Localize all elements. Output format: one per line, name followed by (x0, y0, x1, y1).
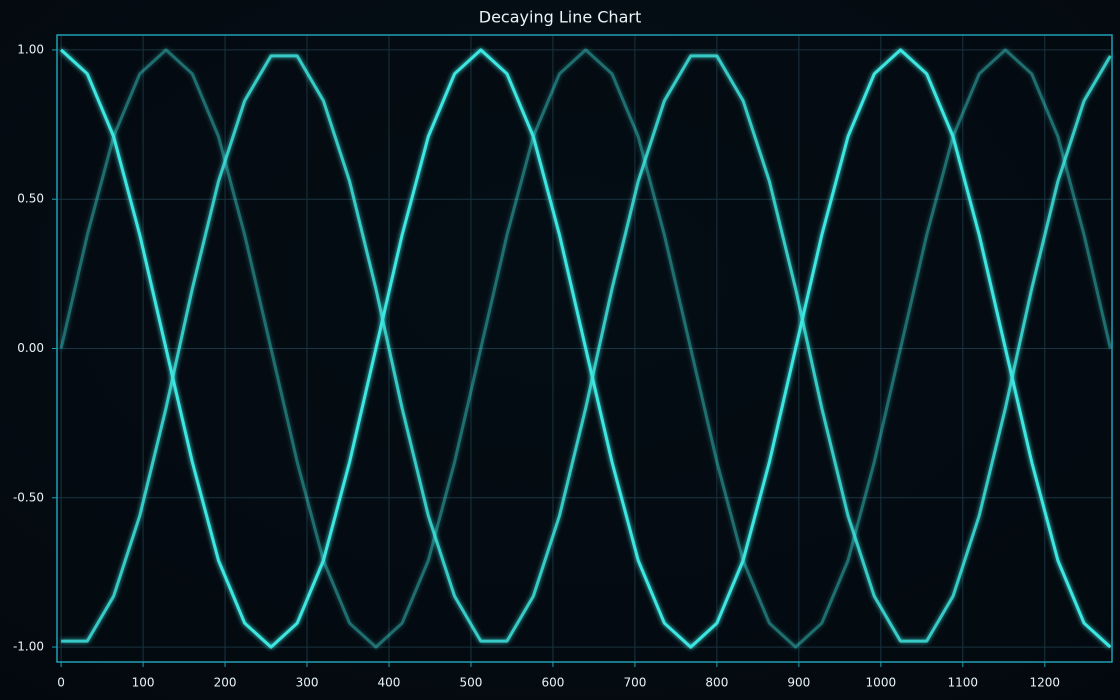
y-tick-label: -1.00 (13, 640, 44, 654)
lines (59, 48, 1112, 649)
chart-title: Decaying Line Chart (479, 8, 641, 27)
x-tick-label: 300 (296, 676, 319, 690)
grid (57, 35, 1112, 662)
series-line (60, 48, 1112, 649)
x-tick-label: 1100 (948, 676, 979, 690)
x-tick-label: 700 (623, 676, 646, 690)
y-tick-label: 1.00 (17, 42, 44, 56)
x-tick-label: 400 (378, 676, 401, 690)
y-tick-label: 0.50 (17, 192, 44, 206)
y-tick-label: -0.50 (13, 490, 44, 504)
x-tick-label: 800 (705, 676, 728, 690)
x-tick-label: 900 (787, 676, 810, 690)
x-tick-label: 1000 (866, 676, 897, 690)
x-tick-label: 100 (132, 676, 155, 690)
x-tick-label: 1200 (1030, 676, 1061, 690)
x-tick-label: 500 (460, 676, 483, 690)
y-tick-label: 0.00 (17, 341, 44, 355)
x-tick-label: 200 (214, 676, 237, 690)
x-tick-label: 600 (541, 676, 564, 690)
series-line (61, 54, 1112, 643)
x-tick-label: 0 (57, 676, 65, 690)
series-line (59, 48, 1112, 649)
labels: -1.00 -0.50 0.00 0.50 1.00 0 100 200 300 400 500 60… (13, 42, 1060, 689)
